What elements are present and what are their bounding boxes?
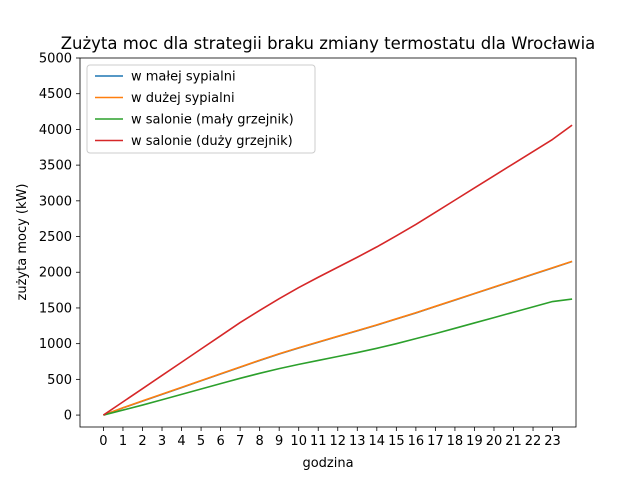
- y-tick-label: 3000: [39, 194, 72, 209]
- x-tick-label: 16: [408, 434, 425, 449]
- y-tick-label: 5000: [39, 52, 72, 67]
- series-line-4: [102, 124, 573, 416]
- legend-label-2: w dużej sypialni: [131, 91, 235, 106]
- x-tick-label: 2: [138, 434, 146, 449]
- x-tick-label: 3: [158, 434, 166, 449]
- y-tick-label: 4500: [39, 87, 72, 102]
- y-axis-label: zużyta mocy (kW): [15, 184, 30, 301]
- x-tick-label: 15: [388, 434, 405, 449]
- y-tick-label: 3500: [39, 159, 72, 174]
- x-tick-label: 21: [505, 434, 522, 449]
- x-tick-label: 5: [197, 434, 205, 449]
- y-tick-label: 2000: [39, 266, 72, 281]
- x-tick-label: 18: [447, 434, 464, 449]
- x-tick-label: 10: [290, 434, 307, 449]
- y-axis: 0 500 1000 1500 2000 2500 3000 3500 4000 4500 5000: [39, 52, 80, 424]
- x-tick-label: 12: [329, 434, 346, 449]
- x-tick-label: 14: [369, 434, 386, 449]
- y-tick-label: 500: [47, 373, 72, 388]
- x-tick-label: 20: [486, 434, 503, 449]
- x-tick-label: 11: [310, 434, 327, 449]
- series-line-2: [103, 260, 573, 416]
- legend-label-1: w małej sypialni: [131, 70, 236, 85]
- legend-label-4: w salonie (duży grzejnik): [131, 134, 293, 149]
- legend-box: [86, 64, 316, 154]
- x-axis: 0 1 2 3 4 5 6 7 8 9 10 11 12 13 14 15 16 17 18 19 20 21 22 23: [99, 427, 561, 449]
- x-tick-label: 1: [119, 434, 127, 449]
- x-tick-label: 23: [544, 434, 561, 449]
- y-tick-label: 1500: [39, 301, 72, 316]
- x-tick-label: 9: [275, 434, 283, 449]
- legend: w małej sypialni w dużej sypialni w saloni…: [86, 64, 316, 154]
- x-axis-label: godzina: [302, 456, 353, 471]
- plot-frame: [79, 57, 577, 428]
- x-tick-label: 13: [349, 434, 366, 449]
- legend-label-3: w salonie (mały grzejnik): [131, 113, 294, 128]
- y-tick-label: 0: [64, 409, 72, 424]
- x-tick-label: 0: [99, 434, 107, 449]
- x-tick-label: 4: [177, 434, 185, 449]
- x-tick-label: 19: [466, 434, 483, 449]
- y-tick-label: 2500: [39, 230, 72, 245]
- y-tick-label: 1000: [39, 337, 72, 352]
- x-tick-label: 22: [525, 434, 542, 449]
- series-layer: [102, 124, 573, 416]
- series-line-3: [103, 298, 573, 416]
- chart-title: Zużyta moc dla strategii braku zmiany te…: [61, 34, 596, 53]
- x-tick-label: 8: [256, 434, 264, 449]
- y-tick-label: 4000: [39, 123, 72, 138]
- x-tick-label: 17: [427, 434, 444, 449]
- x-tick-label: 7: [236, 434, 244, 449]
- x-tick-label: 6: [216, 434, 224, 449]
